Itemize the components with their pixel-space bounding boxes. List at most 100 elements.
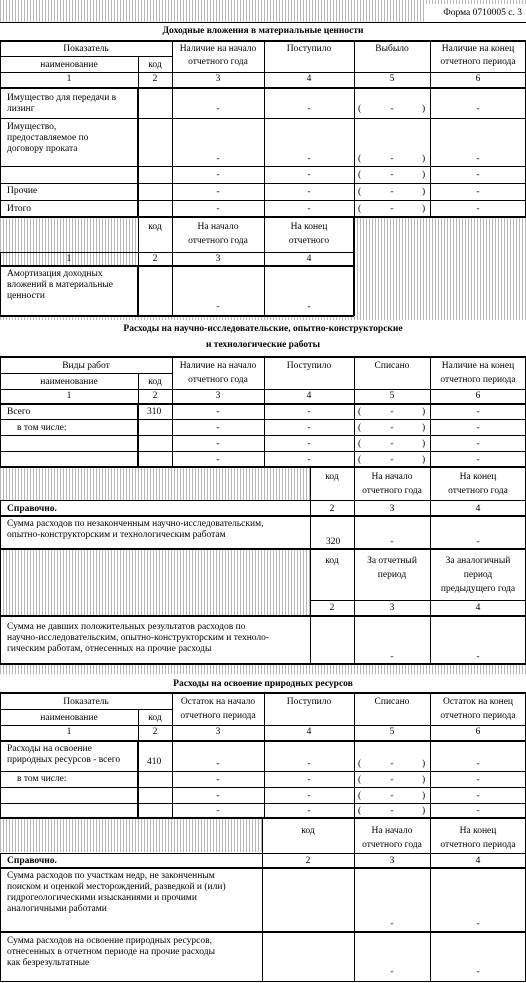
col-num: 4 <box>306 391 312 401</box>
value-dash: - <box>216 775 220 785</box>
value-dash: - <box>307 455 311 465</box>
header-start: Наличие на начало <box>179 44 257 54</box>
header-disposed: Выбыло <box>375 44 409 54</box>
value-dash: - <box>476 537 480 547</box>
col-num: 6 <box>475 727 481 737</box>
value-dash: - <box>307 187 311 197</box>
header-name: наименование <box>40 377 98 387</box>
value-dash: - <box>476 104 480 114</box>
value-dash: - <box>390 187 394 197</box>
value-dash: - <box>476 967 480 977</box>
paren-close: ) <box>422 187 426 197</box>
value-dash: - <box>476 775 480 785</box>
col-num: 2 <box>152 254 158 264</box>
row-subsoil: Сумма расходов по участкам недр, не зако… <box>7 871 226 914</box>
value-dash: - <box>476 407 480 417</box>
header-code: код <box>148 60 162 70</box>
col-num: 6 <box>475 74 481 84</box>
header-received: Поступило <box>286 44 332 54</box>
row-amortization: Амортизация доходных вложений в материаль… <box>7 269 113 301</box>
sub-header-code: код <box>148 222 162 232</box>
col-num: 3 <box>389 856 395 866</box>
paren-open: ( <box>358 407 362 417</box>
sub-header-start-2: отчетного года <box>188 236 248 246</box>
value-dash: - <box>390 919 394 929</box>
header-code: код <box>148 713 162 723</box>
value-dash: - <box>216 423 220 433</box>
value-dash: - <box>476 154 480 164</box>
col-num: 3 <box>389 504 395 514</box>
section-title-rnd: Расходы на научно-исследовательские, опы… <box>123 324 403 334</box>
paren-open: ( <box>358 423 362 433</box>
paren-open: ( <box>358 439 362 449</box>
ref-header-code: код <box>325 472 339 482</box>
col-num: 4 <box>306 254 312 264</box>
header-end: Наличие на конец <box>441 361 515 371</box>
row-leasing: Имущество для передачи в лизинг <box>7 93 117 114</box>
value-dash: - <box>390 537 394 547</box>
value-dash: - <box>307 791 311 801</box>
header-start-2: отчетного периода <box>180 711 256 721</box>
value-dash: - <box>476 806 480 816</box>
header-end-2: отчетного периода <box>440 57 516 67</box>
value-dash: - <box>307 775 311 785</box>
col-num: 2 <box>305 856 311 866</box>
value-dash: - <box>307 759 311 769</box>
row-including: в том числе: <box>17 774 67 784</box>
section-title-rnd-2: и технологические работы <box>205 340 321 350</box>
value-dash: - <box>476 919 480 929</box>
ref-header-start-2: отчетного года <box>362 486 422 496</box>
value-dash: - <box>390 104 394 114</box>
value-dash: - <box>390 791 394 801</box>
value-dash: - <box>476 170 480 180</box>
paren-open: ( <box>358 775 362 785</box>
value-dash: - <box>216 439 220 449</box>
value-dash: - <box>476 423 480 433</box>
value-dash: - <box>216 407 220 417</box>
ref-header-start: На начало <box>371 826 413 836</box>
col-num: 3 <box>215 391 221 401</box>
code-410: 410 <box>147 757 162 767</box>
value-dash: - <box>307 154 311 164</box>
header-indicator: Показатель <box>63 697 109 707</box>
ref-label: Справочно. <box>7 504 57 514</box>
col-num: 2 <box>329 603 335 613</box>
paren-open: ( <box>358 154 362 164</box>
value-dash: - <box>216 302 220 312</box>
value-dash: - <box>216 759 220 769</box>
row-unfinished-rnd: Сумма расходов по незаконченным научно-и… <box>7 519 264 540</box>
col-num: 3 <box>389 603 395 613</box>
value-dash: - <box>390 170 394 180</box>
value-dash: - <box>307 104 311 114</box>
value-dash: - <box>216 170 220 180</box>
paren-open: ( <box>358 759 362 769</box>
value-dash: - <box>307 302 311 312</box>
value-dash: - <box>307 407 311 417</box>
ref2-header-previous-2: период <box>463 570 493 580</box>
ref-header-end-2: отчетного года <box>448 486 508 496</box>
value-dash: - <box>390 652 394 662</box>
header-received: Поступило <box>286 361 332 371</box>
header-start: Остаток на начало <box>180 697 256 707</box>
value-dash: - <box>390 967 394 977</box>
value-dash: - <box>307 423 311 433</box>
paren-open: ( <box>358 170 362 180</box>
col-num: 2 <box>152 391 158 401</box>
value-dash: - <box>307 170 311 180</box>
col-num: 1 <box>66 74 72 84</box>
header-end: Остаток на конец <box>442 697 514 707</box>
paren-open: ( <box>358 806 362 816</box>
value-dash: - <box>476 791 480 801</box>
paren-close: ) <box>422 204 426 214</box>
value-dash: - <box>390 806 394 816</box>
col-num: 4 <box>475 504 481 514</box>
value-dash: - <box>390 423 394 433</box>
col-num: 5 <box>389 727 395 737</box>
value-dash: - <box>476 759 480 769</box>
row-natural-total: Расходы на освоение природных ресурсов - … <box>7 744 121 765</box>
header-code: код <box>148 377 162 387</box>
header-start: Наличие на начало <box>179 361 257 371</box>
header-end-2: отчетного периода <box>440 711 516 721</box>
header-written-off: Списано <box>374 697 410 707</box>
paren-close: ) <box>422 455 426 465</box>
